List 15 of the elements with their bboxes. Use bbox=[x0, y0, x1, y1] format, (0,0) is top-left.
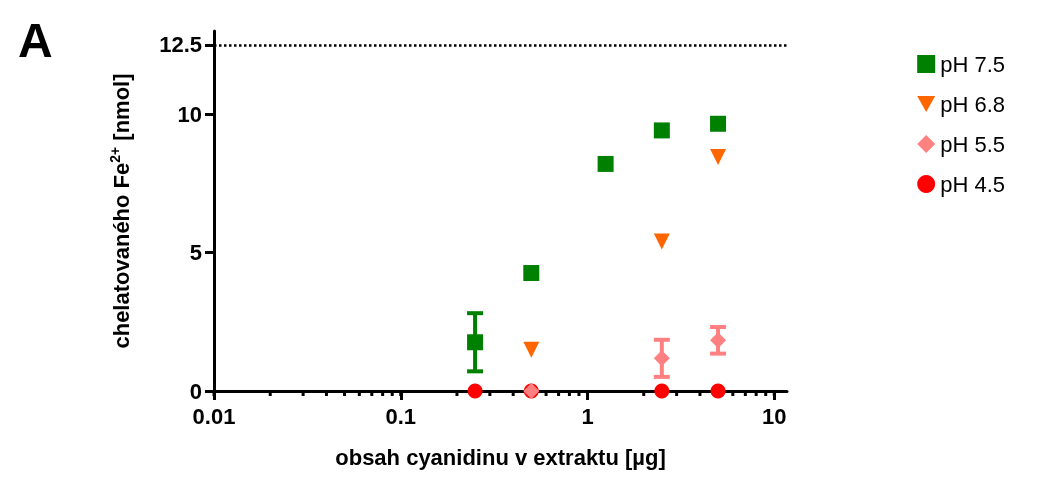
y-tick-label: 5 bbox=[189, 240, 202, 266]
y-tick-label: 12.5 bbox=[159, 32, 202, 58]
text: A bbox=[18, 13, 53, 67]
legend-label: pH 4.5 bbox=[940, 171, 1006, 197]
x-tick-label: 1 bbox=[581, 403, 594, 429]
legend-label: pH 5.5 bbox=[940, 131, 1006, 157]
y-axis-title: chelatovaného Fe2+ [nmol] bbox=[107, 73, 134, 349]
legend-label: pH 6.8 bbox=[940, 91, 1006, 117]
legend-label: pH 7.5 bbox=[940, 51, 1006, 77]
y-tick-label: 0 bbox=[189, 378, 202, 404]
x-tick-label: 0.01 bbox=[192, 403, 236, 429]
x-tick-label: 0.1 bbox=[385, 403, 417, 429]
x-tick-label: 10 bbox=[762, 403, 787, 429]
y-tick-label: 10 bbox=[177, 101, 202, 127]
x-axis-title: obsah cyanidinu v extraktu [µg] bbox=[335, 444, 666, 470]
